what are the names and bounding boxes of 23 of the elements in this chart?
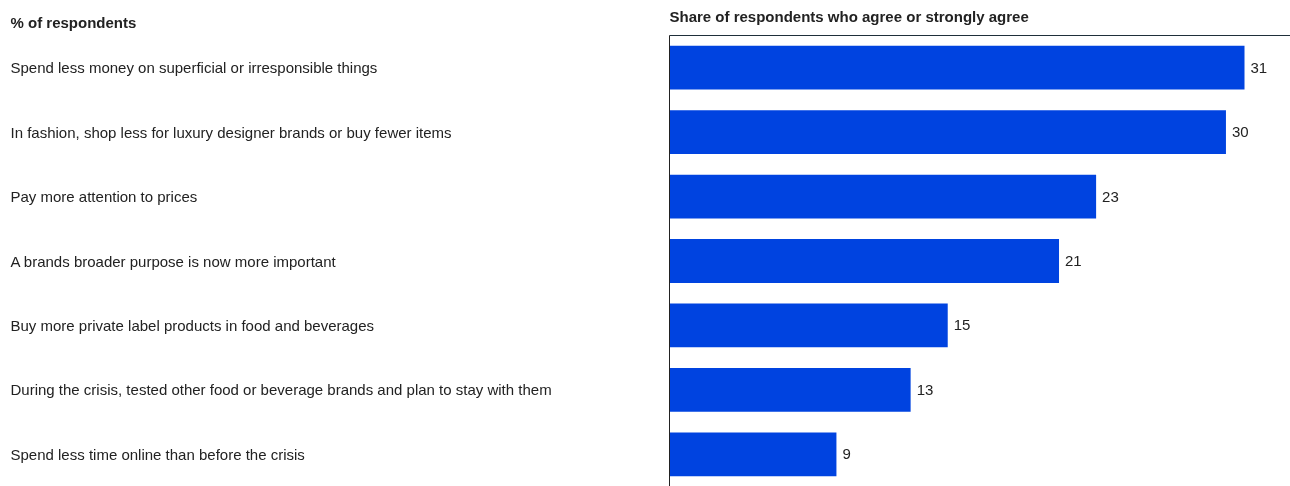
- chart-title: Share of respondents who agree or strongly agree: [669, 7, 1029, 25]
- y-tick-label: Spend less money on superficial or irresponsible things: [10, 59, 378, 77]
- data-label: 30: [1231, 123, 1249, 141]
- bar: [669, 45, 1245, 90]
- bar: [669, 239, 1060, 283]
- data-label: 31: [1250, 58, 1268, 76]
- bar: [669, 110, 1226, 155]
- text: % of respondents: [10, 13, 137, 31]
- y-tick-label: Buy more private label products in food and beverages: [10, 316, 375, 334]
- data-label: 21: [1065, 252, 1082, 269]
- y-tick-label: A brands broader purpose is now more important: [10, 252, 337, 270]
- data-label: 23: [1102, 187, 1119, 205]
- bar: [669, 174, 1097, 219]
- data-label: 15: [953, 316, 971, 334]
- bar: [669, 303, 948, 348]
- data-label: 9: [842, 445, 851, 463]
- bar: [669, 367, 911, 412]
- data-label: 13: [916, 380, 934, 398]
- y-tick-label: Spend less time online than before the crisis: [10, 445, 305, 463]
- y-tick-label: During the crisis, tested other food or beverage brands and plan to stay with them: [10, 381, 552, 399]
- bar: [669, 432, 837, 477]
- y-tick-label: In fashion, shop less for luxury designer brands or buy fewer items: [10, 123, 452, 141]
- y-tick-label: Pay more attention to prices: [10, 188, 198, 206]
